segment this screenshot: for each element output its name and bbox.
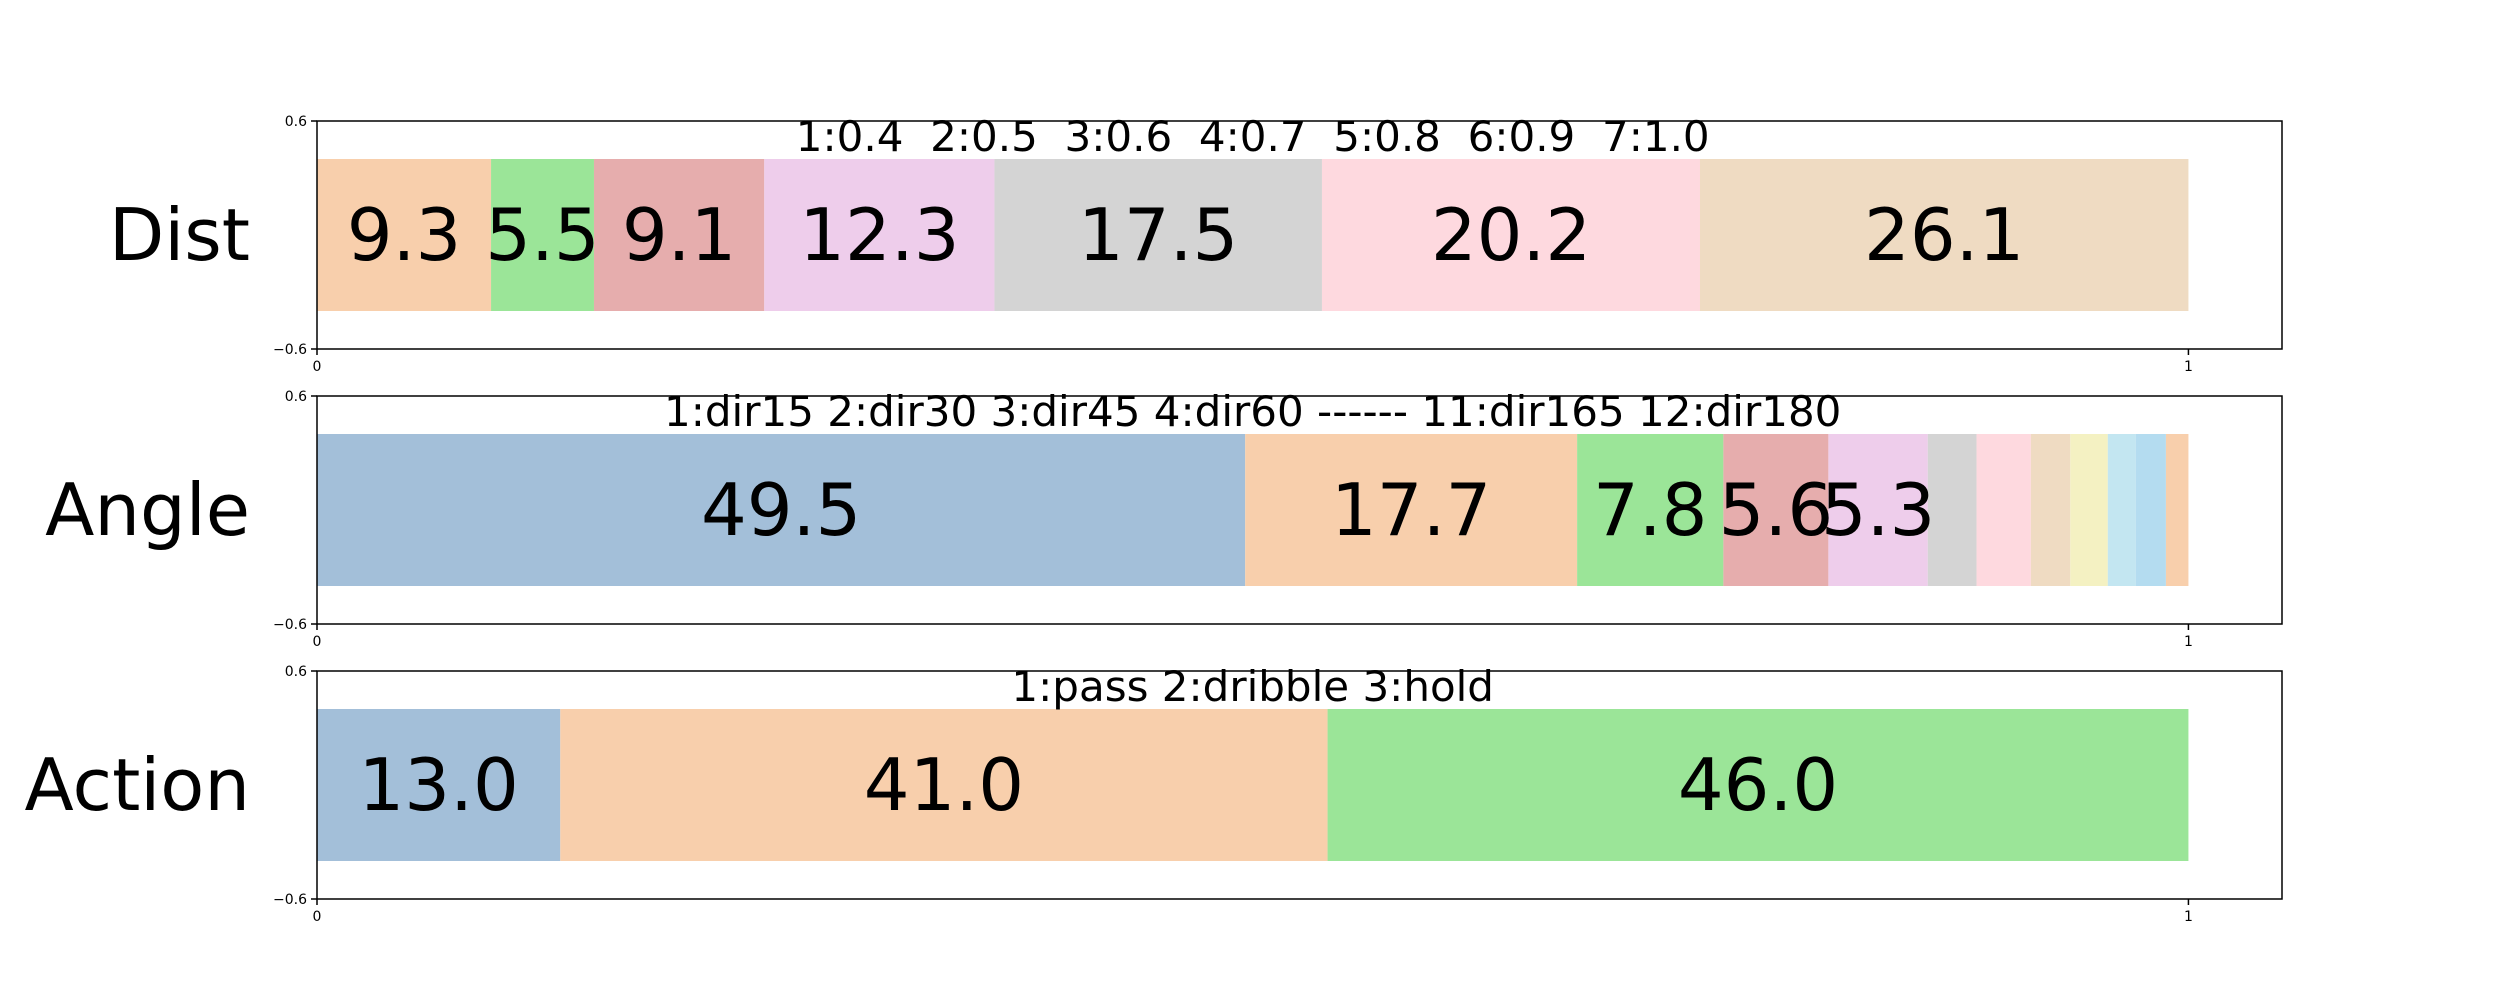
bar-segment: [317, 709, 561, 861]
bar-segment: [317, 434, 1246, 586]
segment-value-label: 12.3: [799, 193, 959, 277]
x-tick-label: 0: [313, 634, 322, 650]
bar-segment: [593, 159, 765, 311]
bar-header-text: 1:0.4 2:0.5 3:0.6 4:0.7 5:0.8 6:0.9 7:1.…: [796, 112, 1710, 161]
segment-value-label: 9.3: [347, 193, 462, 277]
row-label: Angle: [45, 468, 250, 552]
y-tick-label: −0.6: [273, 342, 307, 358]
row-label: Action: [25, 743, 251, 827]
segment-value-label: 26.1: [1864, 193, 2024, 277]
bar-header-text: 1:pass 2:dribble 3:hold: [1011, 662, 1494, 711]
bar-segment: [560, 709, 1328, 861]
bar-segment: [764, 159, 995, 311]
bar-segment: [491, 159, 594, 311]
segment-value-label: 41.0: [864, 743, 1024, 827]
bar-segment: [2030, 434, 2071, 586]
bar-segment: [994, 159, 1322, 311]
bar-segment: [1699, 159, 2189, 311]
x-tick-label: 0: [313, 359, 322, 375]
y-tick-label: 0.6: [285, 389, 307, 405]
segment-value-label: 7.8: [1593, 468, 1708, 552]
y-tick-label: 0.6: [285, 664, 307, 680]
row-label: Dist: [109, 193, 250, 277]
segment-value-label: 9.1: [622, 193, 737, 277]
bar-segment: [1723, 434, 1829, 586]
segment-value-label: 5.3: [1821, 468, 1936, 552]
segment-value-label: 49.5: [701, 468, 861, 552]
axes-frame: [316, 120, 2283, 350]
x-tick-label: 1: [2184, 359, 2193, 375]
y-tick-label: −0.6: [273, 617, 307, 633]
segment-value-label: 17.7: [1331, 468, 1491, 552]
y-tick-label: −0.6: [273, 892, 307, 908]
bar-header-text: 1:dir15 2:dir30 3:dir45 4:dir60 ------ 1…: [664, 387, 1841, 436]
bar-segment: [1327, 709, 2189, 861]
bar-segment: [2070, 434, 2108, 586]
bar-segment: [2165, 434, 2189, 586]
axes-frame: [316, 395, 2283, 625]
bar-segment: [1828, 434, 1928, 586]
segment-value-label: 17.5: [1078, 193, 1238, 277]
axes-frame: [316, 670, 2283, 900]
segment-value-label: 20.2: [1431, 193, 1591, 277]
bar-segment: [2135, 434, 2166, 586]
segment-value-label: 5.6: [1719, 468, 1834, 552]
segment-value-label: 13.0: [358, 743, 518, 827]
bar-segment: [1321, 159, 1700, 311]
bar-segment: [2107, 434, 2136, 586]
bar-segment: [1577, 434, 1724, 586]
bar-segment: [1245, 434, 1578, 586]
bar-segment: [317, 159, 492, 311]
x-tick-label: 1: [2184, 909, 2193, 925]
bar-segment: [1976, 434, 2031, 586]
segment-value-label: 46.0: [1678, 743, 1838, 827]
bar-segment: [1927, 434, 1977, 586]
y-tick-label: 0.6: [285, 114, 307, 130]
x-tick-label: 1: [2184, 634, 2193, 650]
segment-value-label: 5.5: [485, 193, 600, 277]
x-tick-label: 0: [313, 909, 322, 925]
